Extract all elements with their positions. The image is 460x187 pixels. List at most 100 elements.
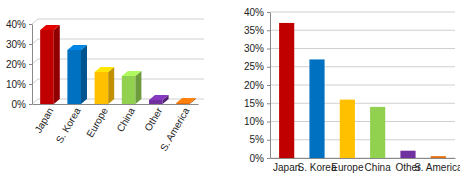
tick-mark: [267, 158, 270, 159]
bar-side: [135, 71, 141, 104]
grid: [32, 19, 204, 104]
x-axis: JapanS. KoreaEuropeChinaOtherS. America: [32, 104, 198, 153]
bar: [95, 72, 109, 104]
tick: China: [365, 158, 392, 173]
tick-mark: [267, 67, 270, 68]
bar: [400, 151, 415, 158]
tick-label: 5%: [250, 134, 265, 145]
axis-line: [33, 104, 199, 105]
grid-line: [270, 103, 455, 104]
axis-line: [270, 13, 271, 159]
tick: 30%: [244, 43, 270, 54]
tick-label: Europe: [84, 105, 110, 139]
tick: 0%: [250, 153, 270, 164]
grid-line: [270, 139, 455, 140]
chart: 0% 10% 20% 30% 40% JapanS. KoreaEuropeChinaOt…: [6, 19, 204, 153]
x-axis: JapanS. KoreaEuropeChinaOtherS. America: [271, 158, 460, 173]
figure: 0%10%20%30%40%JapanS. KoreaEuropeChinaOt…: [0, 0, 460, 187]
tick-mark: [267, 12, 270, 13]
tick: 20%: [244, 80, 270, 91]
tick: 10%: [244, 116, 270, 127]
grid-line: [38, 39, 204, 40]
grid-line: [270, 85, 455, 86]
bar: [309, 59, 324, 158]
tick: S. Korea: [54, 104, 83, 145]
tick: 40%: [244, 7, 270, 18]
tick-label: China: [365, 162, 392, 173]
axis-line: [271, 158, 456, 159]
tick-label: Europe: [331, 162, 364, 173]
tick-label: 10%: [244, 116, 264, 127]
tick-label: 40%: [244, 7, 264, 18]
tick-label: 35%: [244, 25, 264, 36]
tick: 5%: [250, 134, 270, 145]
tick-mark: [29, 24, 32, 25]
tick-mark: [29, 64, 32, 65]
tick: Europe: [331, 158, 364, 173]
grid-line: [38, 79, 204, 80]
tick: 35%: [244, 25, 270, 36]
tick-label: 0%: [12, 99, 27, 110]
bars: [279, 23, 446, 158]
bar-top: [95, 67, 115, 72]
tick-mark: [267, 85, 270, 86]
tick: Other: [142, 104, 164, 133]
tick-label: 20%: [6, 59, 26, 70]
tick-label: 0%: [250, 153, 265, 164]
tick-mark: [29, 84, 32, 85]
chart: 0% 5% 10% 15% 20% 25% 30% 35% 40% JapanS. KoreaEu…: [244, 7, 460, 173]
tick-label: S. America: [414, 162, 460, 173]
tick: Japan: [32, 104, 55, 135]
bar: [122, 76, 136, 104]
bar-top: [149, 95, 169, 100]
tick: 30%: [6, 39, 32, 50]
tick: Japan: [273, 158, 300, 173]
tick: China: [115, 104, 138, 134]
bar: [370, 107, 385, 158]
tick-label: 15%: [244, 98, 264, 109]
tick-mark: [267, 30, 270, 31]
bar-side: [108, 67, 114, 104]
grid-line: [270, 66, 455, 67]
bar: [340, 100, 355, 158]
tick: Europe: [84, 104, 110, 139]
tick-label: 10%: [6, 79, 26, 90]
tick: 10%: [6, 79, 32, 90]
bars: [40, 25, 196, 104]
tick-label: Japan: [273, 162, 300, 173]
grid-line: [270, 121, 455, 122]
tick: 0%: [12, 99, 32, 110]
tick-label: China: [115, 105, 138, 134]
tick-label: 30%: [6, 39, 26, 50]
axis-line: [32, 25, 33, 105]
bar: [67, 50, 81, 104]
bar: [176, 103, 190, 104]
tick-label: Japan: [32, 106, 55, 135]
tick-label: 40%: [6, 19, 26, 30]
grid-line: [32, 19, 38, 24]
tick-label: S. America: [158, 105, 192, 153]
bar: [40, 30, 54, 104]
grid: [270, 12, 455, 158]
bar: [279, 23, 294, 158]
tick: 15%: [244, 98, 270, 109]
y-axis: 0% 10% 20% 30% 40%: [6, 19, 33, 110]
tick-mark: [29, 104, 32, 105]
tick-label: 25%: [244, 61, 264, 72]
tick-mark: [29, 44, 32, 45]
tick-mark: [267, 140, 270, 141]
bar: [431, 156, 446, 158]
grid-line: [270, 158, 455, 159]
tick: 20%: [6, 59, 32, 70]
tick-mark: [267, 103, 270, 104]
bar-side: [81, 45, 87, 104]
tick: S. America: [414, 158, 460, 173]
bar-side: [54, 25, 60, 104]
grid-line: [38, 19, 204, 20]
bar-top: [40, 25, 60, 30]
grid-line: [270, 12, 455, 13]
grid-line: [270, 48, 455, 49]
grid-line: [270, 30, 455, 31]
tick: 25%: [244, 61, 270, 72]
tick: 40%: [6, 19, 32, 30]
